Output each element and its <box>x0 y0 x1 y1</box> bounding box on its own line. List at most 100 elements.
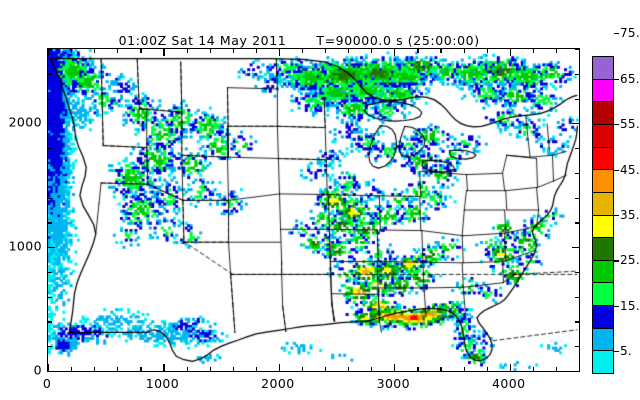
x-axis-tick-label: 0 <box>42 376 52 391</box>
colorbar-cell-orange[interactable] <box>593 170 613 193</box>
colorbar-tick-label: 25. <box>620 253 640 268</box>
y-axis-tick-label: 1000 <box>8 238 42 254</box>
axis-tick <box>232 49 234 53</box>
axis-tick <box>575 172 579 175</box>
colorbar-ticks <box>614 33 620 374</box>
x-axis-tick-label: 2000 <box>261 376 295 391</box>
axis-tick <box>48 296 52 298</box>
y-axis-tick-label: 2000 <box>8 114 42 130</box>
axis-tick <box>463 367 465 371</box>
colorbar-cell-dark-green[interactable] <box>593 238 613 261</box>
axis-tick <box>371 49 373 53</box>
axis-tick <box>117 367 119 371</box>
axis-tick <box>371 367 373 371</box>
axis-tick <box>509 364 511 371</box>
colorbar-cell-red[interactable] <box>593 147 613 171</box>
axis-tick <box>579 49 580 53</box>
axis-tick <box>394 364 396 371</box>
axis-tick <box>48 197 52 199</box>
axis-tick <box>440 49 442 53</box>
x-axis-tick-label: 3000 <box>376 376 411 391</box>
axis-tick <box>163 364 165 371</box>
colorbar-cell-green[interactable] <box>593 260 613 284</box>
reflectivity-map-canvas <box>48 49 579 371</box>
axis-tick <box>572 247 579 249</box>
axis-tick <box>348 49 350 53</box>
axis-tick <box>48 172 52 175</box>
colorbar-tick-label: 55. <box>620 117 640 132</box>
axis-tick <box>394 49 396 56</box>
colorbar-cell-yellow[interactable] <box>593 215 613 239</box>
reflectivity-colorbar[interactable] <box>592 56 614 374</box>
colorbar-labels: 5. 15. 25. 35. 45. 55. 65. 75. <box>620 26 640 374</box>
axis-tick <box>48 148 52 150</box>
figure-title: 01:00Z Sat 14 May 2011 T=90000.0 s (25:00… <box>0 18 580 63</box>
colorbar-cell-blue[interactable] <box>593 306 613 329</box>
axis-tick <box>325 367 327 371</box>
colorbar-tick-label: 45. <box>620 162 640 177</box>
colorbar-tick <box>614 124 619 126</box>
axis-tick <box>278 364 281 371</box>
axis-tick <box>255 49 257 53</box>
axis-tick <box>463 49 465 53</box>
axis-tick <box>48 123 55 125</box>
axis-tick <box>48 73 52 75</box>
colorbar-tick-label: 65. <box>620 71 640 86</box>
axis-tick <box>555 367 558 371</box>
colorbar-tick <box>614 215 619 217</box>
axis-tick <box>301 367 304 371</box>
axis-tick <box>48 247 55 249</box>
colorbar-tick-label: 75. <box>620 26 640 41</box>
axis-tick <box>486 49 488 53</box>
axis-tick <box>232 367 234 371</box>
axis-tick <box>163 49 165 56</box>
axis-tick <box>575 222 579 224</box>
colorbar-cell-magenta[interactable] <box>593 79 613 103</box>
axis-tick <box>71 49 73 53</box>
axis-tick <box>48 49 52 51</box>
axis-tick <box>48 321 52 323</box>
colorbar-tick-label: 5. <box>620 344 633 359</box>
y-axis-labels: 0 1000 2000 <box>0 0 42 400</box>
axis-tick <box>140 367 142 371</box>
axis-tick <box>209 367 211 371</box>
colorbar-tick-label: 15. <box>620 298 640 313</box>
axis-tick <box>278 49 281 56</box>
colorbar-cell-light-blue[interactable] <box>593 328 613 352</box>
axis-tick <box>575 346 579 348</box>
axis-tick <box>417 367 419 371</box>
axis-tick <box>117 49 119 53</box>
colorbar-cell-dark-red[interactable] <box>593 124 613 148</box>
colorbar-cell-bright-green[interactable] <box>593 283 613 307</box>
colorbar-cell-cyan[interactable] <box>593 351 613 373</box>
axis-tick <box>48 364 50 371</box>
axis-tick <box>555 49 558 53</box>
colorbar-tick <box>614 351 619 353</box>
colorbar-tick <box>614 305 619 308</box>
map-plot-area[interactable] <box>47 48 580 372</box>
x-axis-tick-label: 1000 <box>145 376 180 391</box>
axis-tick <box>575 73 579 75</box>
colorbar-tick <box>614 33 619 35</box>
axis-tick <box>532 367 534 371</box>
axis-tick <box>255 367 257 371</box>
axis-tick <box>575 98 579 100</box>
axis-tick <box>509 49 511 56</box>
axis-tick <box>140 49 142 53</box>
axis-tick <box>575 49 579 51</box>
axis-tick <box>48 346 52 348</box>
colorbar-cell-purple[interactable] <box>593 57 613 80</box>
axis-tick <box>579 367 580 371</box>
axis-tick <box>575 148 579 150</box>
colorbar-cell-gold[interactable] <box>593 192 613 216</box>
axis-tick <box>71 367 73 371</box>
colorbar-cell-darker-red[interactable] <box>593 102 613 125</box>
axis-tick <box>186 49 188 53</box>
valid-time-label: 01:00Z Sat 14 May 2011 <box>118 33 287 48</box>
colorbar-tick <box>614 260 619 262</box>
axis-tick <box>209 49 211 53</box>
axis-tick <box>301 49 304 53</box>
axis-tick <box>575 296 579 298</box>
x-axis-tick-label: 4000 <box>492 376 526 391</box>
axis-tick <box>48 222 52 224</box>
